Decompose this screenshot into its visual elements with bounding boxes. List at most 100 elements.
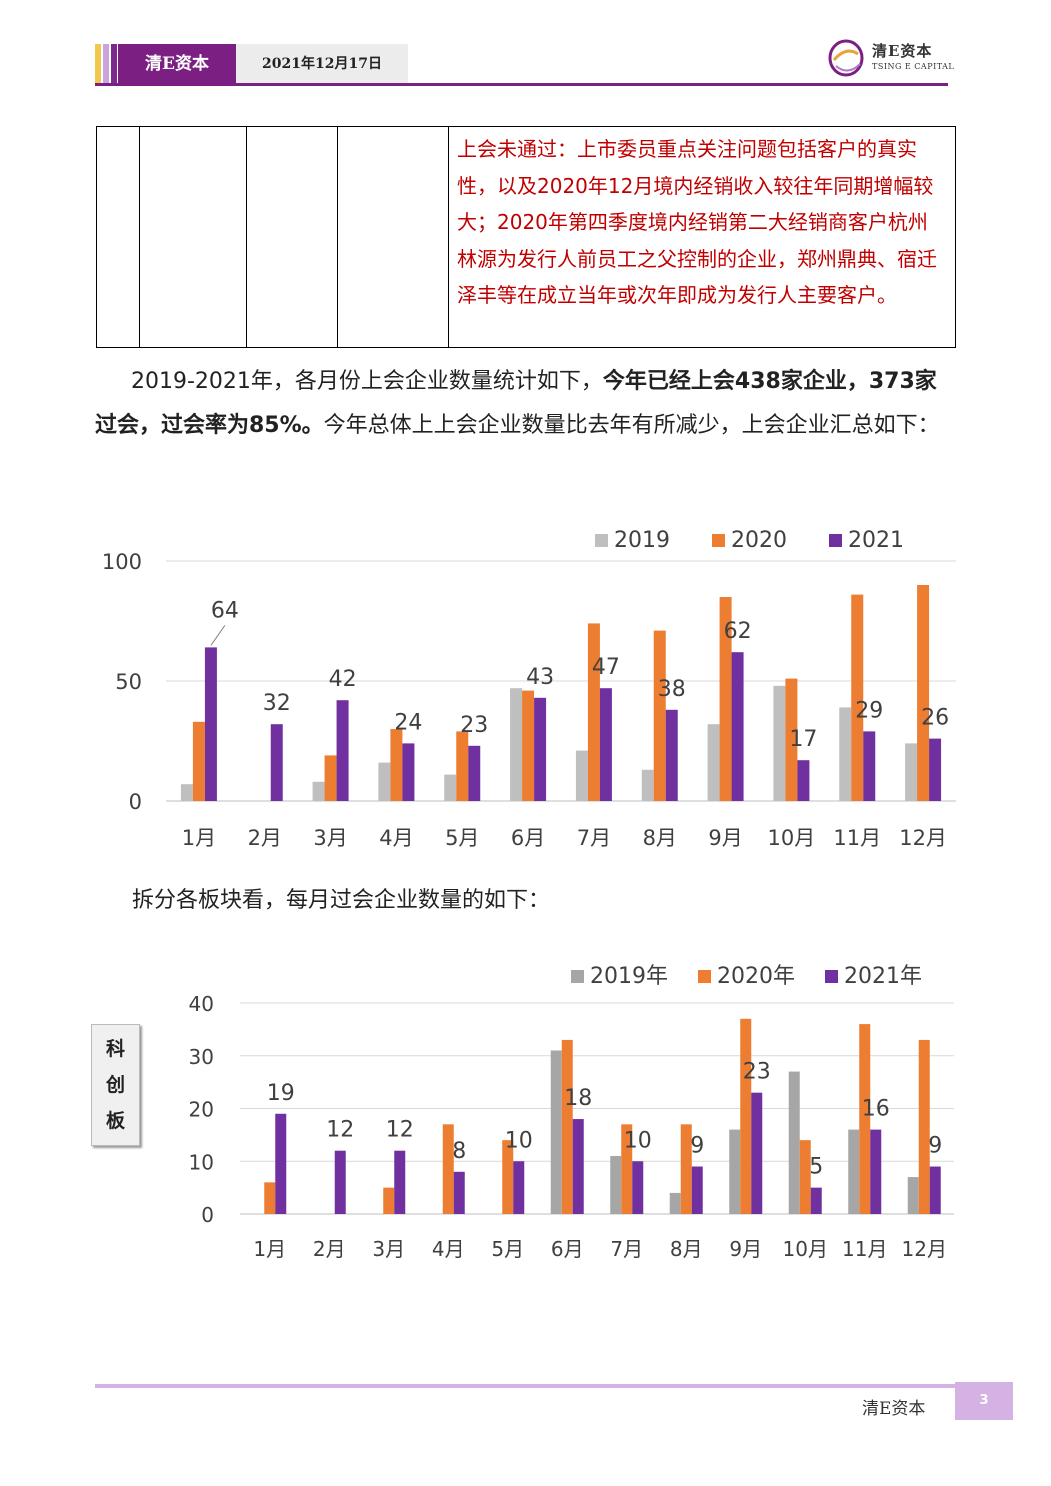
bar (394, 1150, 406, 1214)
table-cell (337, 126, 449, 348)
y-tick-label: 50 (115, 670, 142, 694)
table-cell (246, 126, 338, 348)
header-brand: 清E资本 (118, 44, 236, 84)
x-tick-label: 12月 (902, 1237, 947, 1261)
y-tick-label: 100 (102, 550, 142, 574)
bar (522, 690, 535, 801)
remark-text: 上会未通过：上市委员重点关注问题包括客户的真实性，以及2020年12月境内经销收… (457, 137, 937, 307)
bar (513, 1161, 525, 1214)
x-tick-label: 10月 (768, 826, 816, 850)
data-label: 9 (690, 1134, 704, 1159)
bar (510, 688, 523, 801)
bar (691, 1166, 703, 1214)
legend-label: 2020 (731, 528, 787, 553)
board-tag-char: 板 (105, 1110, 125, 1132)
bar (550, 1050, 562, 1214)
x-tick-label: 5月 (491, 1237, 524, 1261)
bar (390, 729, 403, 801)
data-label: 64 (211, 598, 239, 623)
bar (729, 1129, 741, 1214)
data-label: 62 (724, 619, 752, 644)
legend-swatch (698, 970, 711, 983)
summary-post: 今年总体上上会企业数量比去年有所减少，上会企业汇总如下： (323, 413, 940, 438)
logo-text: 清E资本 (872, 42, 933, 60)
data-label: 12 (386, 1118, 414, 1143)
bar (751, 1092, 763, 1214)
data-label: 10 (505, 1128, 533, 1153)
y-tick-label: 20 (189, 1098, 214, 1122)
legend-label: 2021年 (844, 964, 922, 989)
bar (270, 724, 283, 801)
bar (312, 781, 325, 801)
legend-label: 2020年 (717, 964, 795, 989)
data-label: 24 (394, 710, 422, 735)
bar (859, 1024, 871, 1214)
x-tick-label: 11月 (833, 826, 881, 850)
bar (561, 1039, 573, 1214)
header-accent-yellow (95, 44, 101, 84)
bar (324, 755, 337, 801)
x-tick-label: 8月 (643, 826, 677, 850)
bar (929, 1166, 941, 1214)
bar (204, 647, 217, 801)
bar (907, 1177, 919, 1214)
bar (275, 1113, 287, 1214)
bar (383, 1187, 395, 1214)
data-label: 9 (928, 1134, 942, 1159)
bar (444, 774, 457, 801)
data-label-leader (210, 625, 226, 646)
header-rule (95, 83, 948, 86)
bar (453, 1171, 465, 1214)
bar (785, 678, 798, 801)
bar (929, 738, 942, 801)
legend-swatch (712, 534, 725, 547)
x-tick-label: 11月 (842, 1237, 887, 1261)
bar (740, 1018, 752, 1214)
y-tick-label: 40 (189, 992, 214, 1016)
bar (848, 1129, 860, 1214)
data-label: 10 (624, 1128, 652, 1153)
x-tick-label: 3月 (372, 1237, 405, 1261)
y-tick-label: 0 (201, 1203, 214, 1227)
x-tick-label: 6月 (511, 826, 545, 850)
x-tick-label: 1月 (182, 826, 216, 850)
legend-swatch (571, 970, 584, 983)
bar (797, 760, 810, 801)
bar (575, 750, 588, 801)
data-label: 32 (263, 691, 291, 716)
data-label: 12 (326, 1118, 354, 1143)
bar (731, 652, 744, 801)
bar (621, 1124, 633, 1214)
data-label: 19 (267, 1081, 295, 1106)
bar (851, 594, 864, 801)
x-tick-label: 4月 (379, 826, 413, 850)
board-tag-char: 创 (105, 1074, 125, 1096)
listing-table: 上会未通过：上市委员重点关注问题包括客户的真实性，以及2020年12月境内经销收… (96, 126, 956, 348)
x-tick-label: 2月 (248, 826, 282, 850)
bar (669, 1192, 681, 1214)
bar (334, 1150, 346, 1214)
bar (707, 724, 720, 801)
bar (653, 630, 666, 801)
legend-label: 2019年 (590, 964, 668, 989)
bar (799, 1140, 811, 1214)
bar (502, 1140, 514, 1214)
bar (863, 731, 876, 801)
x-tick-label: 8月 (670, 1237, 703, 1261)
summary-paragraph: 2019-2021年，各月份上会企业数量统计如下，今年已经上会438家企业，37… (95, 360, 957, 448)
bar (572, 1119, 584, 1214)
data-label: 43 (526, 665, 554, 690)
table-cell (139, 126, 247, 348)
data-label: 23 (743, 1060, 771, 1085)
data-label: 42 (329, 667, 357, 692)
legend-swatch (595, 534, 608, 547)
data-label: 38 (658, 677, 686, 702)
data-label: 47 (592, 655, 620, 680)
summary-pre: 2019-2021年，各月份上会企业数量统计如下， (131, 369, 603, 394)
bar (534, 697, 547, 801)
table-cell-remark: 上会未通过：上市委员重点关注问题包括客户的真实性，以及2020年12月境内经销收… (448, 126, 956, 348)
data-label: 8 (452, 1139, 466, 1164)
bar (264, 1182, 276, 1214)
data-label: 17 (789, 727, 817, 752)
bar (773, 685, 786, 801)
